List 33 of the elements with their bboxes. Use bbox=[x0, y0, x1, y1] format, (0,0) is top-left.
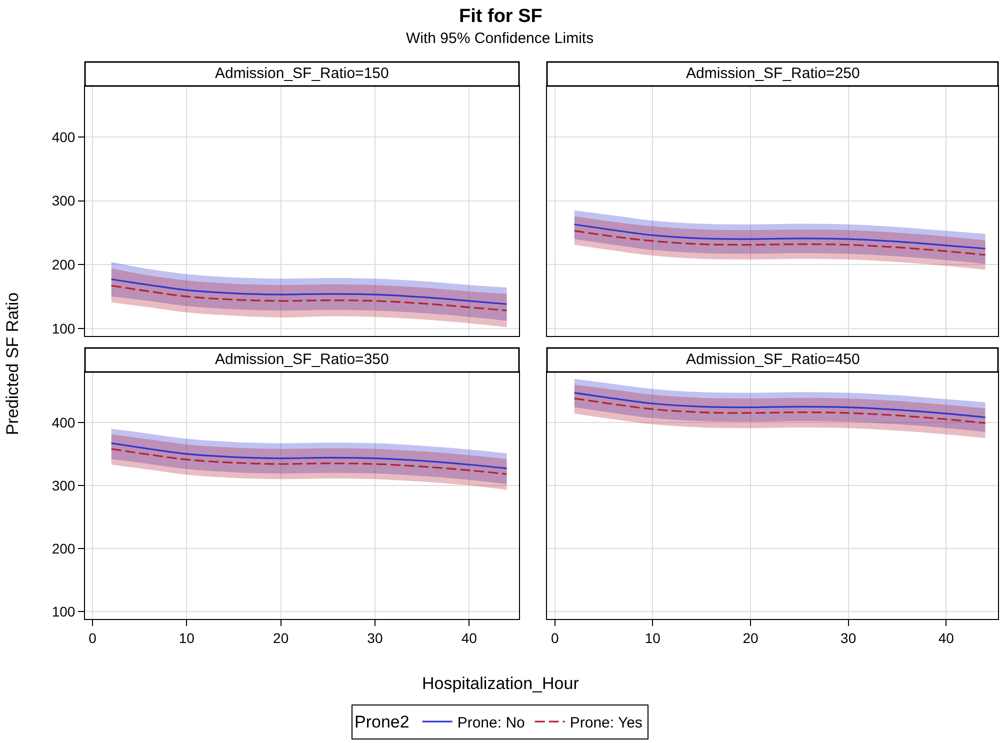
x-tick-label: 20 bbox=[273, 630, 289, 646]
line-series bbox=[110, 278, 508, 305]
x-tick-label: 40 bbox=[461, 630, 478, 646]
chart-title: Admission_SF_Ratio=350 bbox=[215, 351, 389, 368]
y-tick-label: 400 bbox=[52, 128, 76, 145]
text: Fit for SF bbox=[459, 6, 542, 27]
x-axis-title: Hospitalization_Hour bbox=[422, 674, 580, 693]
y-tick-label: 100 bbox=[52, 603, 76, 620]
y-tick-label: 300 bbox=[52, 192, 76, 209]
line-series bbox=[110, 448, 508, 475]
x-tick-label: 40 bbox=[938, 630, 954, 646]
legend-label: Prone: No bbox=[457, 714, 525, 732]
x-tick-label: 10 bbox=[178, 630, 195, 646]
y-axis-title: Predicted SF Ratio bbox=[2, 292, 22, 436]
chart-title: Admission_SF_Ratio=250 bbox=[686, 65, 860, 82]
y-tick-label: 200 bbox=[52, 540, 76, 556]
chart-title: Admission_SF_Ratio=150 bbox=[215, 65, 389, 82]
y-tick-label: 200 bbox=[52, 256, 76, 272]
text: With 95% Confidence Limits bbox=[406, 30, 594, 47]
legend-title: Prone2 bbox=[354, 712, 410, 732]
x-tick-label: 30 bbox=[367, 630, 383, 646]
y-tick-label: 400 bbox=[52, 414, 76, 430]
x-tick-label: 30 bbox=[840, 630, 856, 646]
chart-title: Admission_SF_Ratio=450 bbox=[686, 351, 860, 368]
legend-label: Prone: Yes bbox=[570, 714, 642, 732]
line-series bbox=[110, 442, 508, 470]
y-tick-label: 100 bbox=[52, 320, 76, 336]
x-tick-label: 10 bbox=[644, 630, 661, 646]
x-tick-label: 0 bbox=[88, 630, 97, 646]
x-tick-label: 0 bbox=[550, 630, 559, 646]
line-series bbox=[110, 284, 508, 312]
y-tick-label: 300 bbox=[52, 477, 76, 494]
x-tick-label: 20 bbox=[742, 630, 758, 646]
